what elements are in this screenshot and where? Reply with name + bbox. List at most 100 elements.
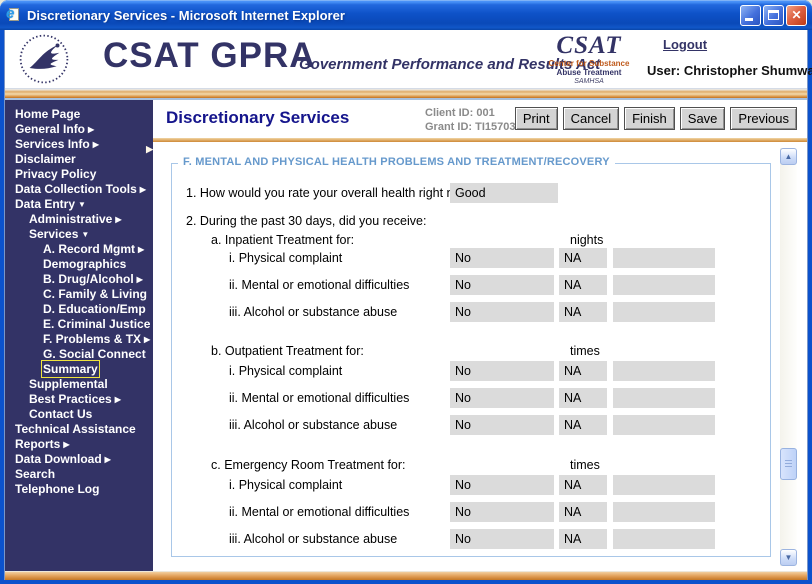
minimize-button[interactable] (740, 4, 761, 26)
na-field[interactable]: NA (559, 275, 607, 295)
sidebar-item-problems-tx[interactable]: F. Problems & TX ▶ (43, 332, 151, 346)
maximize-button[interactable] (763, 4, 784, 26)
response-field[interactable]: No (450, 415, 554, 435)
row-label: i. Physical complaint (229, 251, 343, 265)
na-field[interactable]: NA (559, 302, 607, 322)
response-field[interactable]: No (450, 361, 554, 381)
sidebar-item-education-emp[interactable]: D. Education/Emp (43, 302, 146, 316)
response-field[interactable]: No (450, 248, 554, 268)
row-label: i. Physical complaint (229, 364, 343, 378)
count-field[interactable] (613, 248, 715, 268)
response-field[interactable]: No (450, 388, 554, 408)
app-header: CSAT GPRA Government Performance and Res… (5, 30, 812, 88)
save-button[interactable]: Save (679, 107, 726, 130)
response-field[interactable]: No (450, 475, 554, 495)
sidebar-item-social-connect[interactable]: G. Social Connect (43, 347, 146, 361)
na-field[interactable]: NA (559, 248, 607, 268)
sidebar-item-search[interactable]: Search (15, 467, 56, 481)
sidebar-item-supplemental[interactable]: Supplemental (29, 377, 108, 391)
count-field[interactable] (613, 415, 715, 435)
grant-id: Grant ID: TI15703 (425, 121, 516, 133)
sidebar-item-disclaimer[interactable]: Disclaimer (15, 152, 76, 166)
sidebar-item-data-download[interactable]: Data Download ▶ (15, 452, 111, 466)
count-field[interactable] (613, 475, 715, 495)
sidebar-item-administrative[interactable]: Administrative ▶ (29, 212, 122, 226)
na-field[interactable]: NA (559, 361, 607, 381)
submenu-arrow-icon: ▶ (92, 140, 99, 149)
csat-logo: CSAT Center for Substance Abuse Treatmen… (539, 33, 639, 85)
sidebar-item-general-info[interactable]: General Info ▶ (15, 122, 95, 136)
submenu-arrow-icon: ▶ (114, 395, 121, 404)
sidebar-item-best-practices[interactable]: Best Practices ▶ (29, 392, 121, 406)
sidebar-item-home-page[interactable]: Home Page (15, 107, 81, 121)
footer-divider (5, 571, 807, 580)
page: CSAT GPRA Government Performance and Res… (4, 30, 812, 580)
csat-logo-line3: SAMHSA (574, 78, 604, 85)
finish-button[interactable]: Finish (624, 107, 675, 130)
submenu-arrow-icon: ▶ (115, 215, 122, 224)
sidebar-item-drug-alcohol[interactable]: B. Drug/Alcohol ▶ (43, 272, 143, 286)
print-button[interactable]: Print (514, 107, 558, 130)
response-field[interactable]: No (450, 275, 554, 295)
submenu-arrow-icon: ▶ (104, 455, 111, 464)
count-field[interactable] (613, 275, 715, 295)
unit-label: times (570, 344, 600, 358)
question-2-label: 2. During the past 30 days, did you rece… (186, 214, 427, 228)
sidebar-item-privacy-policy[interactable]: Privacy Policy (15, 167, 97, 181)
response-field[interactable]: No (450, 502, 554, 522)
section-label: b. Outpatient Treatment for: (211, 344, 364, 358)
submenu-arrow-icon: ▶ (63, 440, 70, 449)
sidebar-item-summary[interactable]: Summary (41, 360, 100, 378)
scrollbar-thumb[interactable] (780, 448, 797, 480)
previous-button[interactable]: Previous (730, 107, 797, 130)
app-brand: CSAT GPRA (103, 36, 316, 75)
cancel-button[interactable]: Cancel (562, 107, 620, 130)
title-bar[interactable]: e Discretionary Services - Microsoft Int… (0, 0, 812, 30)
fieldset-legend: F. MENTAL AND PHYSICAL HEALTH PROBLEMS A… (178, 156, 615, 168)
na-field[interactable]: NA (559, 415, 607, 435)
internet-explorer-icon: e (6, 5, 22, 23)
sidebar-item-technical-assistance[interactable]: Technical Assistance (15, 422, 136, 436)
count-field[interactable] (613, 388, 715, 408)
app-tagline: Government Performance and Results Act (299, 56, 601, 73)
count-field[interactable] (613, 361, 715, 381)
sidebar-item-telephone-log[interactable]: Telephone Log (15, 482, 100, 496)
na-field[interactable]: NA (559, 502, 607, 522)
sidebar-item-reports[interactable]: Reports ▶ (15, 437, 70, 451)
overall-health-field[interactable]: Good (450, 183, 558, 203)
sidebar-item-contact-us[interactable]: Contact Us (29, 407, 93, 421)
row-label: i. Physical complaint (229, 478, 343, 492)
vertical-scrollbar[interactable]: ▲ ▼ (780, 148, 797, 566)
logout-link[interactable]: Logout (663, 37, 708, 52)
submenu-open-arrow-icon: ▼ (81, 230, 90, 239)
sidebar-item-record-mgmt[interactable]: A. Record Mgmt ▶ (43, 242, 145, 256)
sidebar-collapse-arrow-icon[interactable]: ▶ (146, 144, 153, 154)
count-field[interactable] (613, 302, 715, 322)
sidebar-item-services-info[interactable]: Services Info ▶ (15, 137, 99, 151)
sidebar-item-family-living[interactable]: C. Family & Living (43, 287, 148, 301)
content-header: Discretionary Services Client ID: 001 Gr… (153, 100, 807, 138)
na-field[interactable]: NA (559, 388, 607, 408)
minimize-icon (745, 17, 753, 21)
response-field[interactable]: No (450, 302, 554, 322)
sidebar-item-data-collection-tools[interactable]: Data Collection Tools ▶ (15, 182, 146, 196)
submenu-arrow-icon: ▶ (136, 275, 143, 284)
sidebar-item-services[interactable]: Services ▼ (29, 227, 90, 241)
scroll-up-icon[interactable]: ▲ (780, 148, 797, 165)
na-field[interactable]: NA (559, 529, 607, 549)
close-button[interactable]: ✕ (786, 4, 807, 26)
window-title: Discretionary Services - Microsoft Inter… (27, 7, 345, 23)
na-field[interactable]: NA (559, 475, 607, 495)
sidebar-item-demographics[interactable]: Demographics (43, 257, 127, 271)
sidebar-item-criminal-justice[interactable]: E. Criminal Justice (43, 317, 151, 331)
row-label: iii. Alcohol or substance abuse (229, 532, 398, 546)
main-panel: Discretionary Services Client ID: 001 Gr… (153, 100, 807, 571)
count-field[interactable] (613, 529, 715, 549)
response-field[interactable]: No (450, 529, 554, 549)
count-field[interactable] (613, 502, 715, 522)
sidebar-item-data-entry[interactable]: Data Entry ▼ (15, 197, 86, 211)
submenu-open-arrow-icon: ▼ (78, 200, 86, 209)
scroll-down-icon[interactable]: ▼ (780, 549, 797, 566)
row-label: ii. Mental or emotional difficulties (229, 391, 410, 405)
